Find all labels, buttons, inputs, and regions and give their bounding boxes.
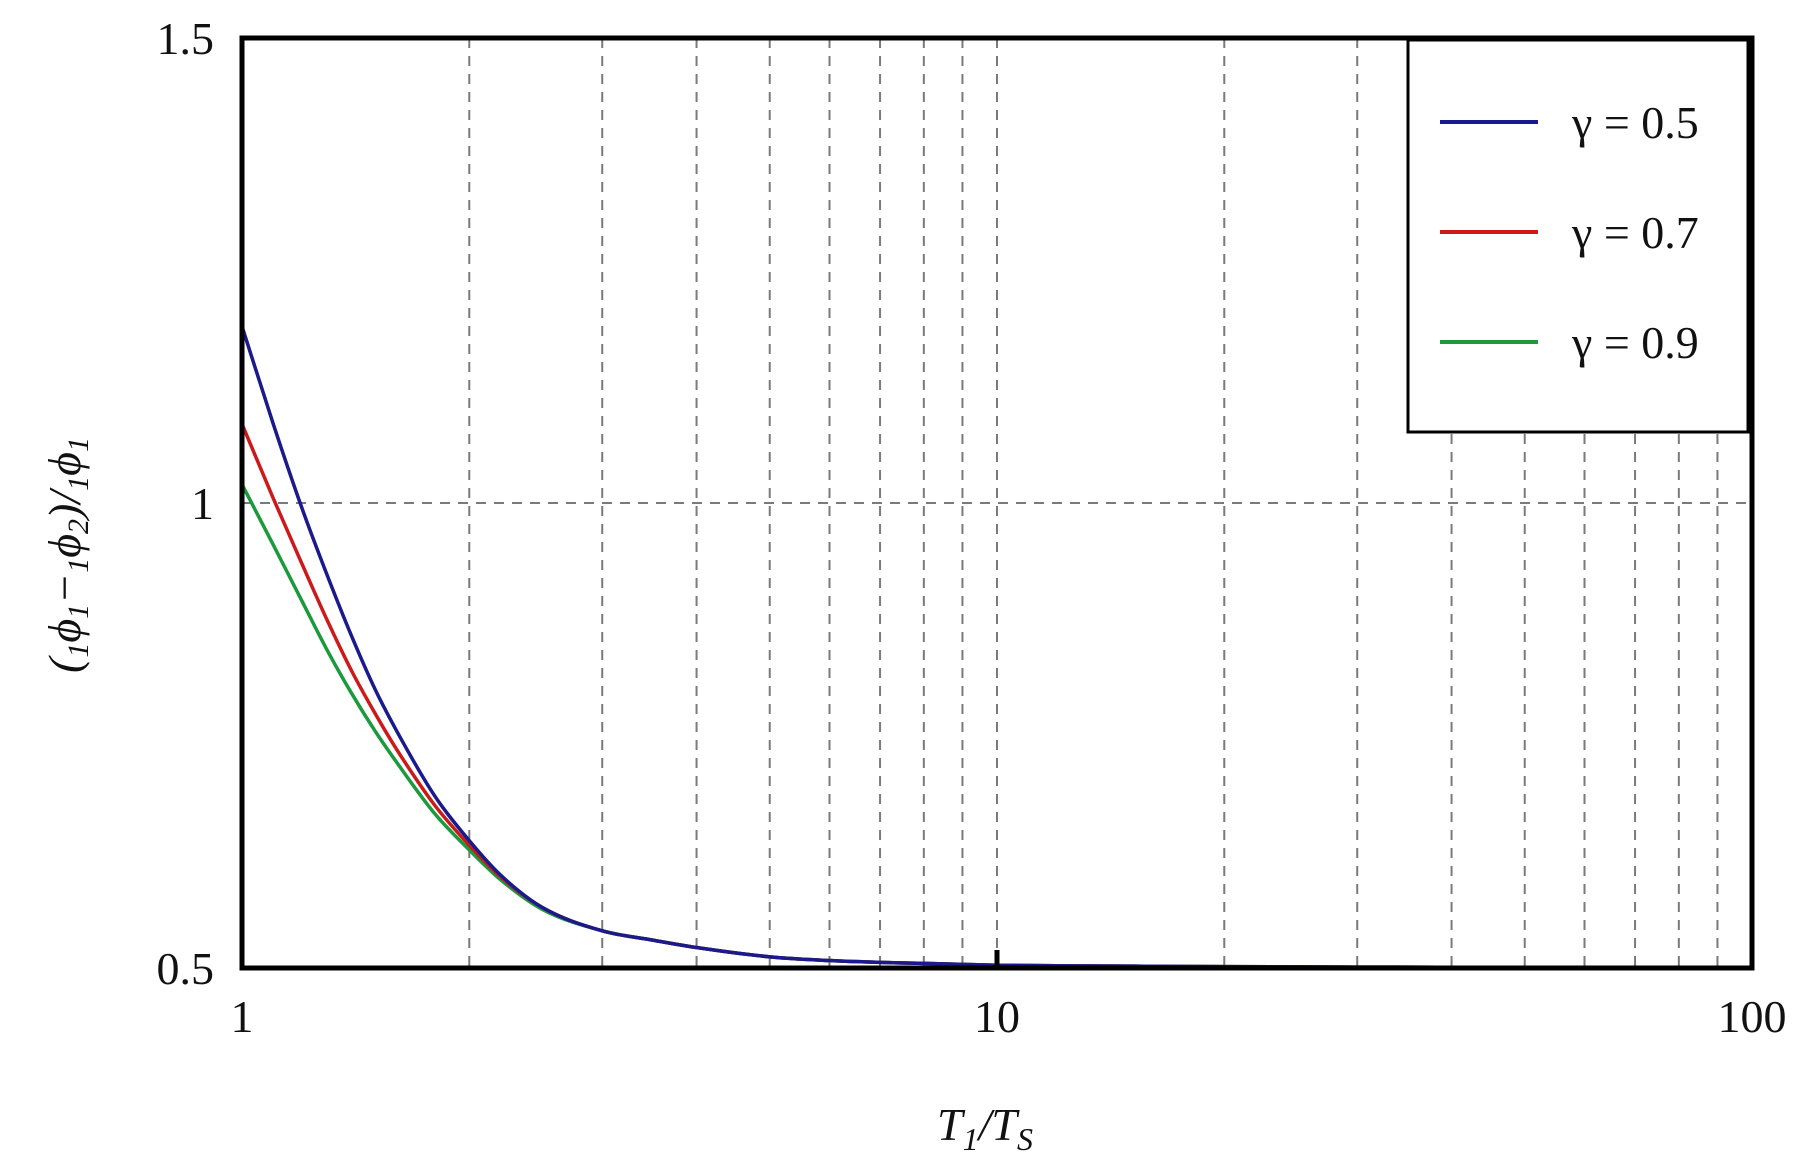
legend-box	[1406, 38, 1750, 434]
x-axis-label: T1/TS	[937, 1099, 1033, 1157]
legend-label-2: γ = 0.7	[1571, 207, 1699, 258]
legend-label-3: γ = 0.9	[1571, 317, 1699, 368]
y-axis-label: (1ϕ1−1ϕ2)/1ϕ1	[39, 437, 95, 673]
x-tick-label: 100	[1718, 991, 1787, 1042]
y-tick-label: 1	[191, 478, 214, 529]
grid-lines	[242, 38, 1752, 968]
y-tick-label: 0.5	[157, 943, 215, 994]
plot-frame	[239, 35, 1755, 971]
legend-label-1: γ = 0.5	[1571, 97, 1699, 148]
x-tick-label: 10	[974, 991, 1020, 1042]
tick-labels: 1 10 100 0.5 1 1.5	[157, 13, 1787, 1042]
x-tick-label: 1	[231, 991, 254, 1042]
y-tick-label: 1.5	[157, 13, 215, 64]
legend: γ = 0.5 γ = 0.7 γ = 0.9	[1406, 38, 1750, 434]
y-axis-label-group: (1ϕ1−1ϕ2)/1ϕ1	[39, 437, 95, 673]
